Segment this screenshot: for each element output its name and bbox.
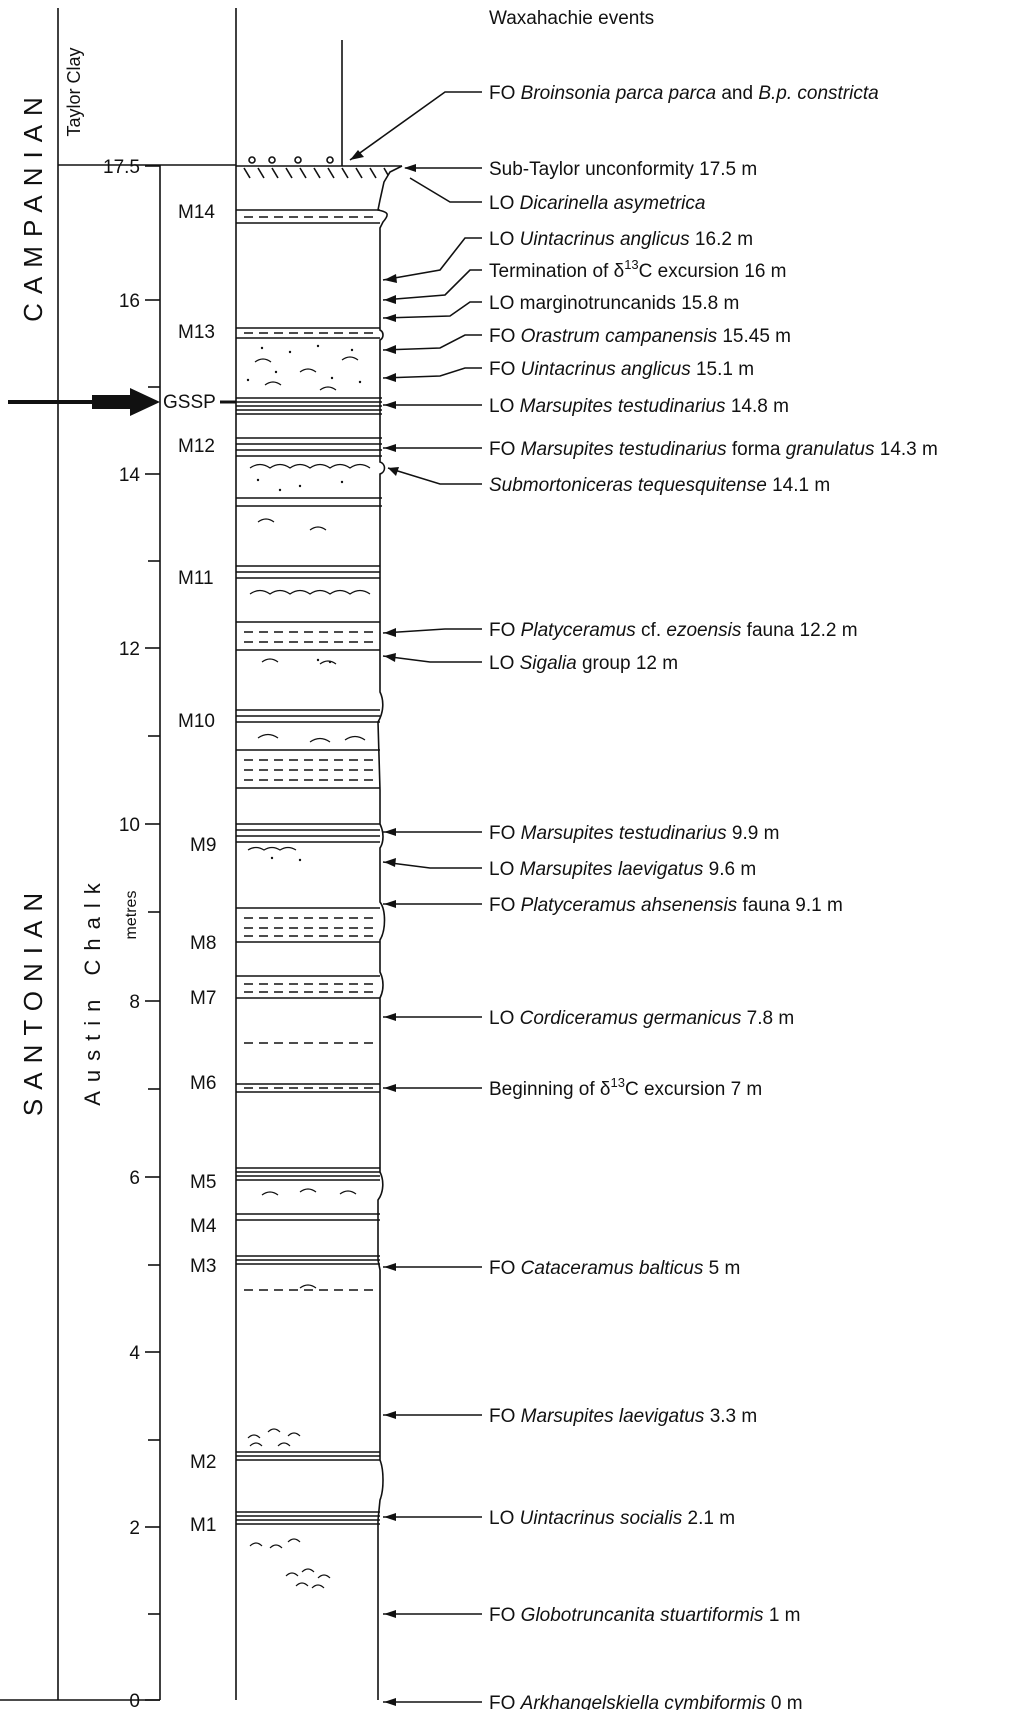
event-lo-sigalia: LO Sigalia group 12 m xyxy=(489,653,678,674)
bed-m1: M1 xyxy=(190,1515,216,1536)
bed-m6: M6 xyxy=(190,1073,216,1094)
bed-m8: M8 xyxy=(190,933,216,954)
tick-2: 2 xyxy=(129,1518,160,1539)
stage-column: CAMPANIAN SANTONIAN xyxy=(0,8,160,1701)
event-sub-taylor-unconformity: Sub-Taylor unconformity 17.5 m xyxy=(489,159,757,180)
svg-text:10: 10 xyxy=(119,815,140,836)
tick-12: 12 xyxy=(119,639,160,660)
event-lo-marsupites-testudinarius: LO Marsupites testudinarius 14.8 m xyxy=(489,396,789,417)
event-lo-dicarinella: LO Dicarinella asymetrica xyxy=(489,193,705,214)
tick-17-5: 17.5 xyxy=(103,157,160,178)
tick-8: 8 xyxy=(129,992,160,1013)
bedding-planes xyxy=(236,209,382,1525)
depth-axis: 17.5 16 14 12 10 8 6 4 2 0 xyxy=(103,157,160,1710)
svg-text:8: 8 xyxy=(129,992,140,1013)
marl-texture xyxy=(247,356,371,1589)
bed-m14: M14 xyxy=(178,202,215,223)
bed-m11: M11 xyxy=(178,568,214,589)
gssp-arrow-icon xyxy=(92,388,160,416)
bed-m2: M2 xyxy=(190,1452,216,1473)
event-fo-uintacrinus-anglicus: FO Uintacrinus anglicus 15.1 m xyxy=(489,359,754,380)
event-lo-uintacrinus-socialis: LO Uintacrinus socialis 2.1 m xyxy=(489,1508,735,1529)
event-termination-excursion: Termination of δ13C excursion 16 m xyxy=(489,257,787,282)
formation-taylor-label: Taylor Clay xyxy=(64,47,84,136)
svg-text:2: 2 xyxy=(129,1518,140,1539)
svg-text:4: 4 xyxy=(129,1343,140,1364)
bed-labels: M14 M13 M12 M11 M10 M9 M8 M7 M6 M5 M4 M3… xyxy=(178,202,217,1536)
header-title: Waxahachie events xyxy=(489,8,654,29)
stage-santonian-label: SANTONIAN xyxy=(18,884,48,1116)
bed-m10: M10 xyxy=(178,711,215,732)
event-submortoniceras: Submortoniceras tequesquitense 14.1 m xyxy=(489,475,830,496)
event-fo-broinsonia: FO Broinsonia parca parca and B.p. const… xyxy=(489,83,879,104)
event-fo-globotruncanita: FO Globotruncanita stuartiformis 1 m xyxy=(489,1605,801,1626)
tick-6: 6 xyxy=(129,1168,160,1189)
event-fo-platyceramus-ahsenensis: FO Platyceramus ahsenensis fauna 9.1 m xyxy=(489,895,843,916)
tick-14: 14 xyxy=(119,465,160,486)
stage-campanian-label: CAMPANIAN xyxy=(18,88,48,322)
event-lo-uintacrinus-anglicus: LO Uintacrinus anglicus 16.2 m xyxy=(489,229,753,250)
formation-austin-chalk-label: Austin Chalk xyxy=(80,874,105,1106)
event-fo-platyceramus-ezoensis: FO Platyceramus cf. ezoensis fauna 12.2 … xyxy=(489,620,858,641)
stipple-texture xyxy=(246,344,362,862)
svg-text:0: 0 xyxy=(129,1691,140,1710)
bed-m12: M12 xyxy=(178,436,215,457)
bed-m9: M9 xyxy=(190,835,216,856)
event-lo-marginotruncanids: LO marginotruncanids 15.8 m xyxy=(489,293,739,314)
axis-unit-label: metres xyxy=(123,891,140,940)
event-fo-marsupites-granulatus: FO Marsupites testudinarius forma granul… xyxy=(489,439,938,460)
event-fo-cataceramus: FO Cataceramus balticus 5 m xyxy=(489,1258,740,1279)
tick-0: 0 xyxy=(129,1691,160,1710)
svg-text:6: 6 xyxy=(129,1168,140,1189)
gssp-label: GSSP xyxy=(163,392,216,413)
event-fo-marsupites-laevigatus: FO Marsupites laevigatus 3.3 m xyxy=(489,1406,757,1427)
lithologic-column xyxy=(236,40,403,1700)
unconformity-hatch xyxy=(243,156,389,179)
svg-text:16: 16 xyxy=(119,291,140,312)
bed-m7: M7 xyxy=(190,988,216,1009)
tick-16: 16 xyxy=(119,291,160,312)
svg-text:17.5: 17.5 xyxy=(103,157,140,178)
bed-m4: M4 xyxy=(190,1216,217,1237)
bed-m3: M3 xyxy=(190,1256,216,1277)
event-labels: FO Broinsonia parca parca and B.p. const… xyxy=(489,83,938,1710)
event-beginning-excursion: Beginning of δ13C excursion 7 m xyxy=(489,1075,762,1100)
event-pointers xyxy=(349,91,482,1706)
formation-column: Taylor Clay Austin Chalk metres GSSP xyxy=(58,8,237,1700)
svg-text:14: 14 xyxy=(119,465,141,486)
event-fo-arkhangelskiella: FO Arkhangelskiella cymbiformis 0 m xyxy=(489,1693,803,1710)
tick-4: 4 xyxy=(129,1343,160,1364)
tick-10: 10 xyxy=(119,815,160,836)
event-fo-marsupites-testudinarius: FO Marsupites testudinarius 9.9 m xyxy=(489,823,779,844)
event-lo-cordiceramus: LO Cordiceramus germanicus 7.8 m xyxy=(489,1008,794,1029)
bed-m13: M13 xyxy=(178,322,215,343)
event-lo-marsupites-laevigatus: LO Marsupites laevigatus 9.6 m xyxy=(489,859,756,880)
event-fo-orastrum: FO Orastrum campanensis 15.45 m xyxy=(489,326,791,347)
svg-text:12: 12 xyxy=(119,639,140,660)
bed-m5: M5 xyxy=(190,1172,216,1193)
